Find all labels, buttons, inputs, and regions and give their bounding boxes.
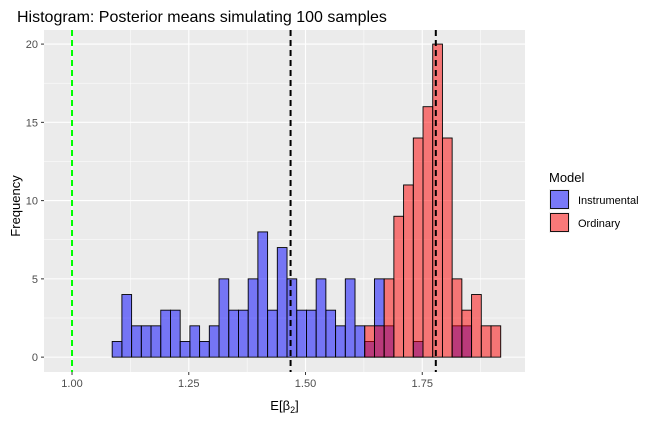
bar-instrumental — [335, 325, 346, 358]
legend-swatch-ordinary — [550, 213, 569, 232]
y-axis-title: Frequency — [8, 175, 23, 237]
bar-instrumental — [111, 341, 123, 358]
x-axis-title-open: E[ — [270, 398, 283, 413]
y-tick-label: 0 — [32, 352, 38, 364]
x-axis-title-close: ] — [295, 398, 299, 413]
bar-instrumental — [286, 278, 298, 358]
bar-ordinary — [422, 106, 434, 358]
bar-instrumental — [315, 278, 327, 358]
bar-instrumental — [170, 309, 181, 358]
bar-instrumental — [218, 278, 230, 358]
bar-instrumental — [179, 341, 191, 358]
bar-ordinary — [490, 325, 502, 358]
x-axis-title: E[β2] — [270, 398, 298, 415]
bar-instrumental — [131, 325, 142, 358]
bar-instrumental — [160, 309, 171, 358]
bar-instrumental — [257, 231, 269, 358]
bar-ordinary — [461, 309, 473, 358]
bar-instrumental — [296, 309, 307, 358]
bar-instrumental — [354, 325, 366, 358]
x-axis-title-symbol: β — [283, 398, 290, 413]
bar-instrumental — [325, 309, 337, 358]
y-tick-label: 5 — [32, 274, 38, 286]
bar-ordinary — [364, 325, 375, 358]
histogram-bars — [111, 43, 502, 358]
x-axis-title-subscript: 2 — [290, 405, 295, 415]
bar-ordinary — [373, 325, 385, 358]
y-axis-tick-labels: 0 5 10 15 20 — [26, 39, 38, 364]
bar-instrumental — [208, 325, 220, 358]
bar-ordinary — [393, 215, 405, 358]
reference-lines — [71, 30, 437, 372]
bar-instrumental — [344, 278, 356, 358]
bar-instrumental — [150, 325, 162, 358]
y-tick-label: 10 — [26, 196, 38, 208]
bar-ordinary — [432, 43, 443, 358]
x-axis-tick-labels: 1.00 1.25 1.50 1.75 — [61, 378, 433, 390]
bar-instrumental — [238, 309, 249, 358]
bar-instrumental — [305, 309, 317, 358]
bar-ordinary — [383, 278, 395, 358]
legend-title: Model — [549, 170, 585, 185]
legend-label-instrumental: Instrumental — [578, 195, 639, 207]
bar-ordinary — [403, 184, 414, 358]
bar-instrumental — [140, 325, 152, 358]
y-tick-label: 15 — [26, 117, 38, 129]
legend: Model Instrumental Ordinary — [549, 170, 639, 233]
y-tick-label: 20 — [26, 39, 38, 51]
axis-ticks — [41, 43, 423, 375]
bar-instrumental — [228, 309, 239, 358]
bar-instrumental — [199, 341, 210, 358]
x-tick-label: 1.25 — [178, 378, 199, 390]
bar-ordinary — [471, 294, 482, 358]
bar-ordinary — [451, 278, 463, 358]
bar-instrumental — [247, 278, 259, 358]
bar-ordinary — [441, 137, 453, 358]
x-tick-label: 1.75 — [412, 378, 433, 390]
legend-label-ordinary: Ordinary — [578, 218, 621, 230]
bar-ordinary — [480, 325, 492, 358]
bar-instrumental — [276, 247, 288, 358]
x-tick-label: 1.50 — [295, 378, 316, 390]
bar-instrumental — [121, 294, 133, 358]
legend-swatch-instrumental — [550, 190, 569, 209]
bar-instrumental — [189, 325, 201, 358]
bar-ordinary — [412, 137, 424, 358]
x-tick-label: 1.00 — [61, 378, 82, 390]
chart-title: Histogram: Posterior means simulating 10… — [17, 9, 387, 26]
bar-instrumental — [267, 309, 278, 358]
